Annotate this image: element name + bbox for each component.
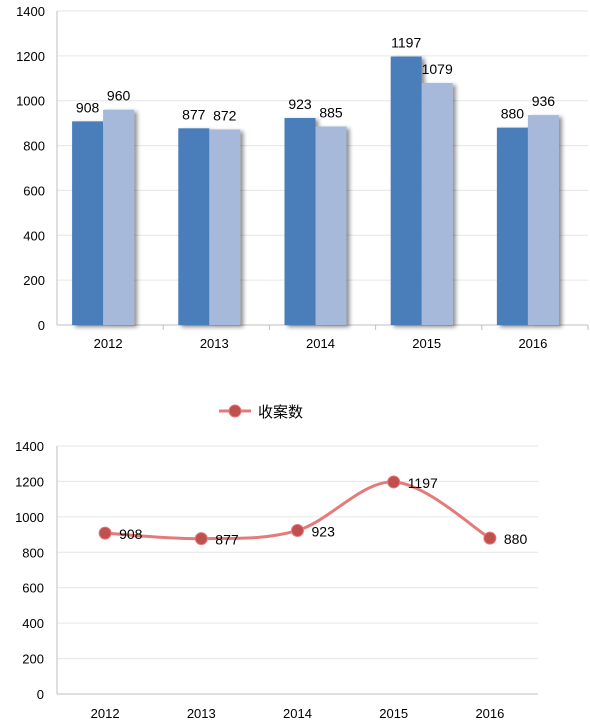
bar	[315, 126, 347, 325]
y-tick-label: 0	[38, 318, 45, 333]
bar	[496, 127, 528, 325]
x-tick-label: 2013	[200, 336, 229, 351]
y-tick-label: 800	[22, 545, 44, 560]
bar	[527, 115, 559, 325]
bar	[421, 82, 453, 325]
x-tick-label: 2014	[283, 706, 312, 721]
bar-chart: 0 200 400 600 800 1000 1200 1400 2012 908 960 2013 8…	[16, 4, 589, 351]
data-point	[387, 475, 401, 489]
bar-data-label: 877	[182, 106, 206, 122]
legend-label: 收案数	[258, 403, 303, 421]
legend-marker	[228, 404, 242, 418]
x-tick-label: 2012	[94, 336, 123, 351]
bar	[178, 128, 210, 325]
bar	[390, 56, 422, 325]
data-point	[291, 523, 304, 537]
x-tick-label: 2015	[412, 336, 441, 351]
data-point	[194, 532, 208, 546]
y-tick-label: 1000	[16, 94, 45, 109]
bar-data-label: 872	[213, 107, 237, 123]
y-tick-label: 200	[23, 273, 45, 288]
bar-data-label: 885	[319, 105, 343, 121]
point-data-label: 1197	[408, 475, 438, 491]
x-tick-label: 2015	[379, 706, 408, 721]
bar	[103, 109, 135, 325]
bar-data-label: 936	[532, 93, 556, 109]
point-data-label: 877	[215, 532, 239, 548]
bar	[72, 121, 104, 325]
y-tick-label: 600	[23, 183, 45, 198]
y-tick-label: 1400	[16, 4, 45, 19]
y-tick-label: 600	[22, 581, 44, 596]
y-tick-label: 400	[22, 616, 44, 631]
bar	[284, 117, 316, 325]
data-point	[98, 526, 112, 540]
y-tick-label: 200	[22, 652, 44, 667]
x-tick-label: 2014	[306, 336, 335, 351]
data-point	[483, 531, 497, 545]
bar-data-label: 1197	[391, 35, 421, 51]
x-tick-label: 2016	[518, 336, 547, 351]
x-tick-label: 2016	[475, 706, 504, 721]
point-data-label: 908	[119, 526, 143, 542]
y-tick-label: 1200	[16, 49, 45, 64]
bar-data-label: 923	[288, 96, 312, 112]
bar	[209, 129, 241, 325]
y-tick-label: 400	[23, 228, 45, 243]
y-tick-label: 0	[37, 687, 44, 702]
point-data-label: 923	[312, 523, 336, 539]
y-tick-label: 800	[23, 139, 45, 154]
y-tick-label: 1000	[15, 510, 44, 525]
x-tick-label: 2012	[91, 706, 120, 721]
line-chart: 0 200 400 600 800 1000 1200 1400 2012 2013 2014 201…	[15, 403, 538, 721]
bar-data-label: 960	[107, 88, 131, 104]
x-tick-label: 2013	[187, 706, 216, 721]
point-data-label: 880	[504, 531, 528, 547]
y-tick-label: 1200	[15, 474, 44, 489]
bar-data-label: 880	[501, 106, 525, 122]
y-tick-label: 1400	[15, 439, 44, 454]
bar-data-label: 908	[76, 99, 100, 115]
bar-data-label: 1079	[422, 61, 453, 77]
